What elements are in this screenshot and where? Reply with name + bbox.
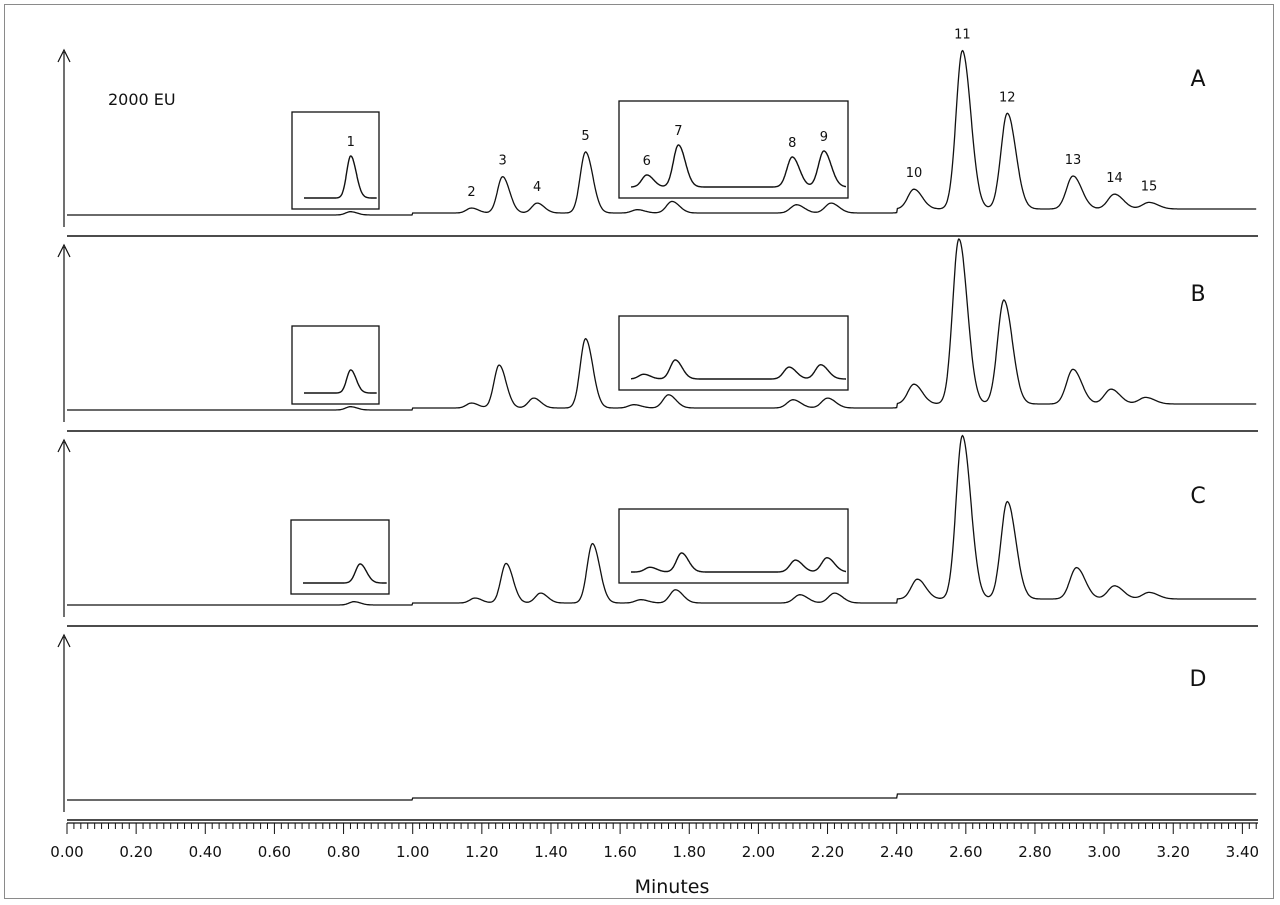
inset-peak-label: 7 [674, 124, 682, 139]
peak-label: 11 [954, 28, 971, 43]
panel-D: D [57, 633, 1258, 821]
panel-letter-D: D [1190, 667, 1207, 692]
x-tick-label: 2.40 [880, 843, 913, 861]
scale-label: 2000 EU [108, 90, 176, 109]
x-axis-title: Minutes [635, 876, 710, 898]
peak-label: 14 [1106, 171, 1123, 186]
inset-box [290, 519, 390, 595]
trace-C [67, 434, 1257, 606]
x-tick-label: 2.00 [742, 843, 775, 861]
x-tick-label: 0.40 [189, 843, 222, 861]
inset-C-2 [618, 508, 849, 584]
peak-label: 5 [581, 129, 589, 144]
x-tick-label: 3.00 [1087, 843, 1120, 861]
inset-box [291, 325, 380, 405]
peak-label: 3 [498, 154, 506, 169]
panel-letter-C: C [1190, 484, 1205, 509]
x-tick-label: 1.80 [673, 843, 706, 861]
panel-C: C [57, 434, 1258, 627]
trace-A [67, 49, 1257, 216]
inset-trace [631, 144, 846, 188]
inset-A-1: 1 [291, 111, 380, 210]
peak-label: 12 [999, 90, 1016, 105]
x-tick-label: 0.20 [119, 843, 152, 861]
x-tick-label: 3.40 [1226, 843, 1259, 861]
inset-trace [304, 369, 377, 394]
panels: A 1 6 7 8 9 2 3 4 5 10 11 12 13 14 15 B C D [57, 28, 1258, 821]
inset-peak-label: 8 [788, 136, 796, 151]
y-axis-arrowhead-A [57, 48, 71, 63]
x-tick-label: 3.20 [1157, 843, 1190, 861]
peak-label: 13 [1065, 153, 1082, 168]
x-tick-label: 2.20 [811, 843, 844, 861]
x-tick-label: 1.00 [396, 843, 429, 861]
y-axis-arrowhead-D [57, 633, 71, 648]
trace-D [67, 793, 1257, 801]
x-tick-label: 0.60 [258, 843, 291, 861]
inset-peak-label: 6 [643, 154, 651, 169]
x-tick-label: 1.60 [603, 843, 636, 861]
peak-label: 2 [467, 185, 475, 200]
inset-trace [304, 155, 377, 199]
x-axis: 0.00 0.20 0.40 0.60 0.80 1.00 1.20 1.40 1.60 1.80… [50, 822, 1259, 861]
peak-label: 15 [1141, 179, 1158, 194]
x-tick-label: 0.80 [327, 843, 360, 861]
inset-A-2: 6 7 8 9 [618, 100, 849, 199]
inset-trace [631, 359, 846, 380]
panel-letter-B: B [1190, 282, 1205, 307]
inset-B-1 [291, 325, 380, 405]
inset-B-2 [618, 315, 849, 391]
inset-box [291, 111, 380, 210]
panel-letter-A: A [1190, 67, 1205, 92]
peak-label: 10 [906, 166, 923, 181]
inset-trace [631, 552, 846, 573]
y-axis-arrowhead-C [57, 438, 71, 453]
x-tick-label: 1.40 [534, 843, 567, 861]
panel-A: A 1 6 7 8 9 2 3 4 5 10 11 12 13 14 15 [57, 28, 1258, 237]
y-axis-arrowhead-B [57, 243, 71, 258]
x-tick-label: 1.20 [465, 843, 498, 861]
peak-label: 4 [533, 180, 541, 195]
x-tick-label: 2.60 [949, 843, 982, 861]
panel-B: B [57, 238, 1258, 432]
inset-peak-label: 1 [347, 135, 355, 150]
inset-box [618, 100, 849, 199]
inset-peak-label: 9 [820, 130, 828, 145]
x-tick-label: 2.80 [1018, 843, 1051, 861]
inset-trace [303, 563, 387, 584]
trace-B [67, 238, 1257, 411]
x-tick-label: 0.00 [50, 843, 83, 861]
inset-C-1 [290, 519, 390, 595]
